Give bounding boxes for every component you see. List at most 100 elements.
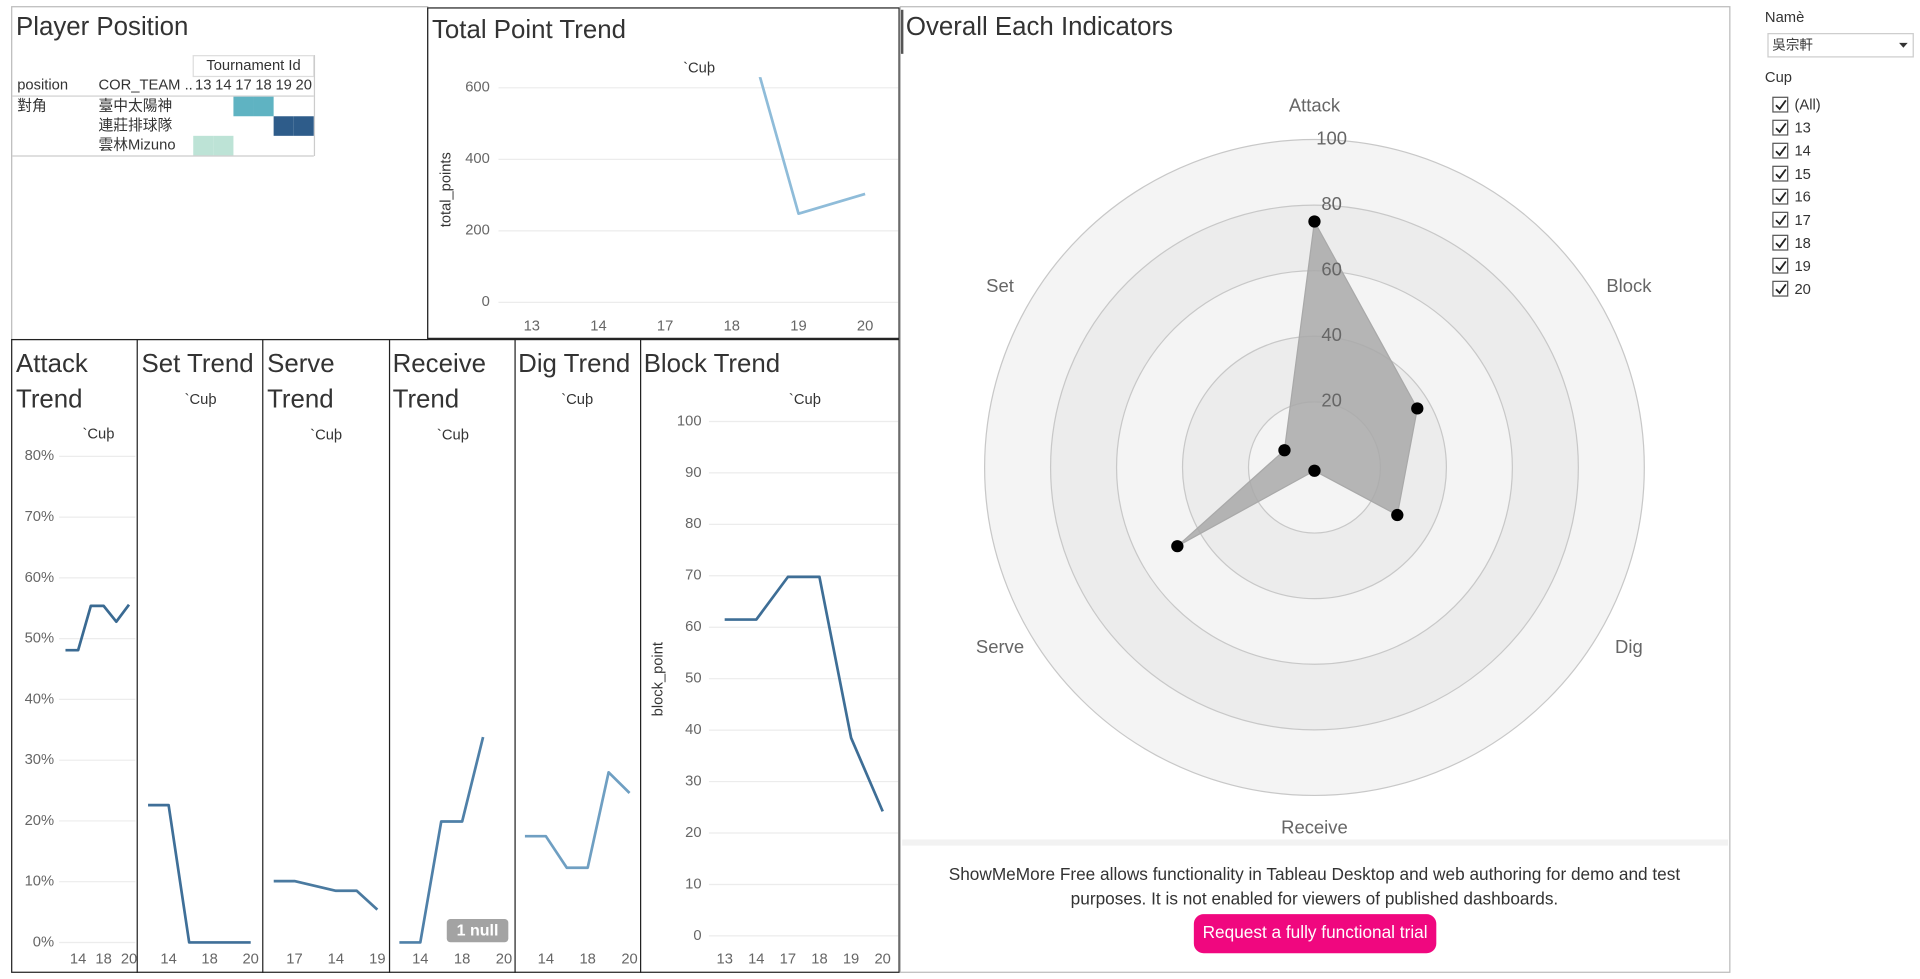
heat-cell [273, 116, 294, 136]
radar-point [1308, 215, 1321, 228]
panel-border [427, 7, 900, 339]
chart-subtitle: `Cuþ [789, 392, 821, 408]
chart-title: Attack Trend [16, 349, 88, 414]
chart-title-box: Attack Trend [16, 349, 88, 414]
checkbox-label[interactable]: 13 [1794, 121, 1810, 137]
heat-cell [233, 96, 254, 117]
x-tick-label: 20 [621, 951, 637, 967]
y-tick-label: 30 [685, 773, 701, 789]
dropdown-arrow[interactable] [1899, 42, 1908, 48]
checkbox-label[interactable]: 14 [1794, 144, 1810, 160]
checkbox[interactable] [1772, 165, 1789, 182]
row-label: 雲林Mizuno [98, 137, 175, 154]
y-tick-label: 200 [465, 223, 490, 239]
checkbox[interactable] [1772, 119, 1789, 136]
radar-axis-label: Receive [1281, 816, 1348, 837]
checkbox-label[interactable]: 16 [1794, 190, 1810, 206]
checkmark[interactable] [1775, 260, 1787, 272]
y-tick-label: 20% [25, 813, 55, 829]
y-tick-label: 70% [25, 509, 55, 525]
y-tick-label: 40% [25, 691, 55, 707]
y-tick-label: 80% [25, 448, 55, 464]
y-tick-label: 60% [25, 570, 55, 586]
checkbox[interactable] [1772, 257, 1789, 274]
name-dropdown[interactable] [1767, 33, 1914, 58]
chart-title: Dig Trend [518, 349, 631, 379]
dropdown-value[interactable]: 吳宗軒 [1772, 37, 1813, 52]
panel-border [11, 338, 900, 973]
checkmark[interactable] [1775, 214, 1787, 226]
line [399, 736, 485, 944]
checkbox[interactable] [1772, 234, 1789, 251]
chart-subtitle: `Cuþ [437, 428, 469, 444]
column-label: 13 [195, 78, 211, 94]
checkbox[interactable] [1772, 142, 1789, 159]
y-tick-label: 70 [685, 568, 701, 584]
y-tick-label: 30% [25, 752, 55, 768]
radar-tick-label: 40 [1321, 324, 1342, 345]
checkbox[interactable] [1772, 96, 1789, 113]
checkbox-label[interactable]: 20 [1794, 282, 1810, 298]
checkbox-label[interactable]: 18 [1794, 236, 1810, 252]
y-tick-label: 50 [685, 671, 701, 687]
notice-separator [902, 839, 1728, 846]
column-label: 19 [275, 78, 291, 94]
y-tick-label: 20 [685, 825, 701, 841]
checkbox-label[interactable]: 15 [1794, 167, 1810, 183]
radar-tick-label: 80 [1321, 193, 1342, 214]
x-tick-label: 20 [496, 951, 512, 967]
y-tick-label: 50% [25, 631, 55, 647]
checkbox[interactable] [1772, 211, 1789, 228]
chart-title-box: Set Trend [142, 350, 254, 378]
chart-title: Overall Each Indicators [906, 13, 1173, 41]
y-tick-label: 10% [25, 874, 55, 890]
checkmark[interactable] [1775, 99, 1787, 111]
checkmark[interactable] [1775, 191, 1787, 203]
chart-subtitle: `Cuþ [310, 428, 342, 444]
checkbox[interactable] [1772, 188, 1789, 205]
checkmark[interactable] [1775, 145, 1787, 157]
chart-title: Receive Trend [392, 349, 486, 414]
column-header: Tournament Id [206, 58, 300, 74]
checkbox-label[interactable]: 17 [1794, 213, 1810, 229]
chart-subtitle: `Cuþ [683, 60, 715, 76]
radar-point [1411, 402, 1424, 415]
y-tick-label: 0% [33, 934, 54, 950]
x-tick-label: 13 [717, 951, 733, 967]
checkbox-label[interactable]: 19 [1794, 259, 1810, 275]
chart-title-box: Serve Trend [267, 350, 335, 414]
x-tick-label: 17 [286, 951, 302, 967]
x-tick-label: 14 [538, 951, 554, 967]
row-header: COR_TEAM .. [98, 78, 192, 94]
heat-cell [293, 116, 314, 136]
checkmark[interactable] [1775, 283, 1787, 295]
checkbox-label[interactable]: (All) [1794, 98, 1820, 114]
x-tick-label: 18 [724, 319, 740, 335]
column-label: 18 [255, 78, 271, 94]
radar-axis-label: Attack [1289, 94, 1341, 115]
x-tick-label: 14 [590, 319, 606, 335]
trial-button[interactable] [1193, 914, 1437, 954]
checkmark[interactable] [1775, 237, 1787, 249]
chart-title-box: Dig Trend [518, 349, 631, 379]
x-tick-label: 20 [874, 951, 890, 967]
x-tick-label: 18 [811, 951, 827, 967]
column-label: 17 [235, 78, 251, 94]
checkmark[interactable] [1775, 168, 1787, 180]
checkmark[interactable] [1775, 122, 1787, 134]
filter-label: Namè [1765, 10, 1804, 26]
y-tick-label: 90 [685, 465, 701, 481]
x-tick-label: 20 [121, 951, 137, 967]
checkbox[interactable] [1772, 280, 1789, 297]
x-tick-label: 14 [412, 951, 428, 967]
radar-tick-label: 60 [1321, 259, 1342, 280]
trial-button-label[interactable]: Request a fully functional trial [1203, 922, 1428, 942]
x-tick-label: 19 [369, 951, 385, 967]
x-tick-label: 18 [579, 951, 595, 967]
radar-point [1278, 444, 1291, 457]
line [724, 575, 884, 812]
x-tick-label: 19 [843, 951, 859, 967]
line [65, 603, 131, 652]
chart-title-box: Receive Trend [392, 349, 486, 414]
